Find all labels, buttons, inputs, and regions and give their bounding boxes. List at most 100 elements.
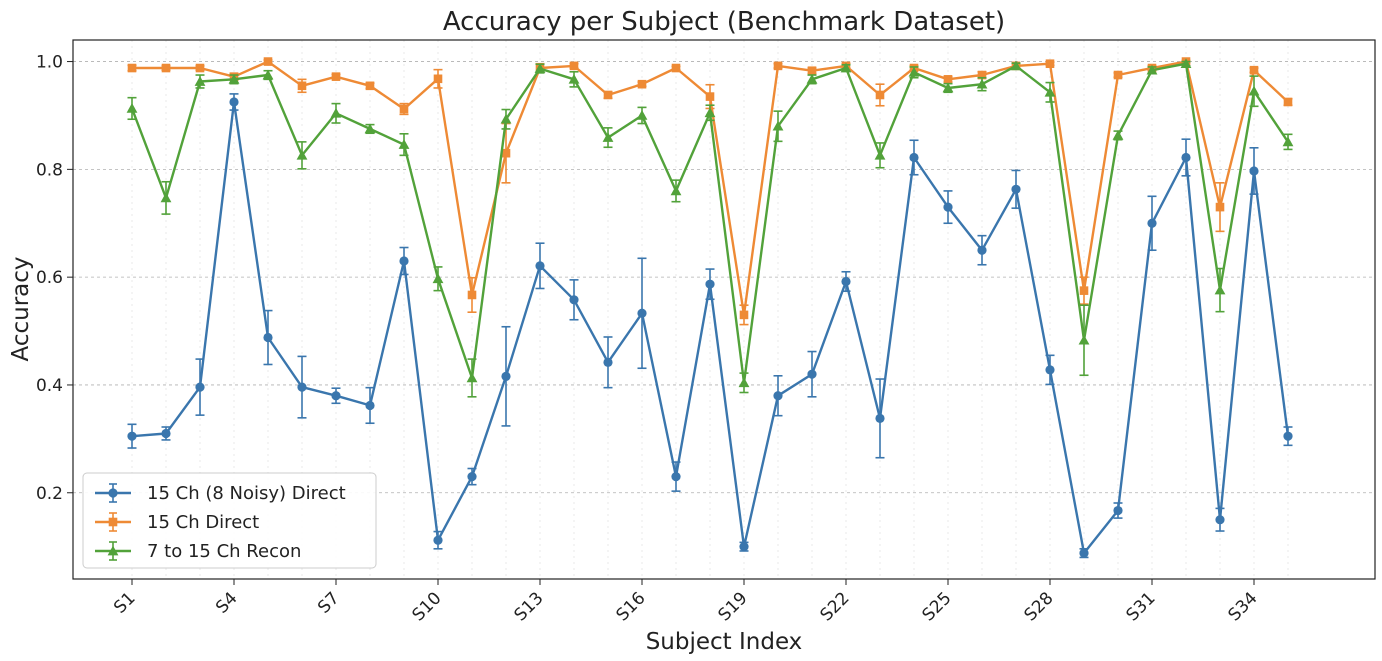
data-point <box>1146 64 1158 75</box>
data-point <box>467 471 477 482</box>
data-point <box>909 152 919 163</box>
legend-entry-3: 7 to 15 Ch Recon <box>95 541 301 562</box>
data-point <box>1045 365 1055 375</box>
data-point <box>1283 431 1293 441</box>
data-point <box>1010 60 1022 71</box>
data-point <box>1045 59 1055 69</box>
x-tick-label: S7 <box>314 588 343 617</box>
legend-label: 15 Ch Direct <box>147 512 259 533</box>
data-point <box>433 74 443 84</box>
data-point <box>500 113 512 124</box>
data-point <box>194 76 206 86</box>
data-point <box>331 72 341 81</box>
data-point <box>1248 85 1260 96</box>
x-tick-label: S28 <box>1020 588 1057 625</box>
data-point <box>398 139 410 149</box>
data-point <box>603 357 613 367</box>
data-point <box>942 82 954 93</box>
legend-box <box>82 472 377 569</box>
data-point <box>943 75 953 84</box>
data-point <box>1283 97 1293 107</box>
data-point <box>432 273 444 284</box>
data-point <box>297 382 307 392</box>
legend-marker <box>108 517 118 527</box>
data-point <box>535 261 545 271</box>
data-point <box>161 63 171 73</box>
data-point <box>127 431 137 441</box>
data-point <box>773 391 783 401</box>
data-point <box>466 372 478 383</box>
plot-area-frame <box>72 39 1376 580</box>
legend-entry-2: 15 Ch Direct <box>95 512 259 533</box>
data-point <box>704 107 716 118</box>
data-point <box>705 92 715 101</box>
data-point <box>841 276 851 287</box>
chart-title: Accuracy per Subject (Benchmark Dataset) <box>443 7 1005 37</box>
data-point <box>1249 65 1259 75</box>
x-tick-label: S25 <box>918 588 955 625</box>
data-point <box>636 110 648 120</box>
data-point <box>637 308 647 318</box>
data-point <box>501 148 511 158</box>
data-point <box>1011 184 1021 194</box>
y-tick-label: 0.8 <box>36 160 63 180</box>
x-tick-label: S34 <box>1224 588 1261 625</box>
data-point <box>671 63 681 73</box>
legend-label: 15 Ch (8 Noisy) Direct <box>147 483 346 504</box>
x-tick-label: S1 <box>110 588 139 617</box>
x-tick-label: S22 <box>816 588 853 625</box>
data-point <box>1214 284 1226 295</box>
data-point <box>1180 58 1192 69</box>
data-point <box>126 103 138 113</box>
series-1 <box>127 93 1293 559</box>
data-point <box>670 185 682 196</box>
legend-label: 7 to 15 Ch Recon <box>147 541 301 562</box>
data-point <box>1181 152 1191 163</box>
legend-marker <box>108 488 118 498</box>
data-point <box>568 73 580 84</box>
legend-marker <box>107 545 119 556</box>
data-point <box>161 428 171 439</box>
data-point <box>772 120 784 131</box>
data-point <box>263 332 273 343</box>
data-point <box>943 202 953 212</box>
data-point <box>1215 515 1225 525</box>
data-point <box>331 391 341 401</box>
data-point <box>671 471 681 482</box>
data-point <box>1282 136 1294 147</box>
data-point <box>807 66 817 76</box>
data-point <box>637 79 647 89</box>
x-tick-label: S4 <box>212 588 241 617</box>
data-point <box>739 310 749 320</box>
data-point <box>1147 218 1157 228</box>
data-point <box>399 104 409 114</box>
data-point <box>534 63 546 73</box>
data-point <box>875 90 885 100</box>
data-point <box>1078 334 1090 345</box>
data-point <box>773 61 783 71</box>
data-point <box>976 78 988 89</box>
y-tick-label: 0.4 <box>36 376 63 396</box>
legend-entry-1: 15 Ch (8 Noisy) Direct <box>95 483 346 504</box>
data-point <box>569 61 579 71</box>
series-3 <box>126 58 1294 398</box>
y-tick-label: 1.0 <box>36 53 63 73</box>
y-tick-label: 0.2 <box>36 484 63 504</box>
data-point <box>364 123 376 134</box>
data-point <box>1112 130 1124 140</box>
x-axis-ticks: S1 S4 S7 S10 S13 S16 S19 S22 S25 S28 S31 S34 <box>110 579 1262 625</box>
data-point <box>807 369 817 379</box>
data-point <box>399 256 409 266</box>
data-point <box>977 245 987 255</box>
data-point <box>908 66 920 77</box>
data-point <box>840 62 852 73</box>
x-tick-label: S19 <box>714 588 751 625</box>
data-point <box>603 90 613 100</box>
data-point <box>501 371 511 381</box>
data-point <box>330 107 342 118</box>
data-point <box>1044 86 1056 97</box>
data-point <box>1079 286 1089 295</box>
data-point <box>195 382 205 392</box>
